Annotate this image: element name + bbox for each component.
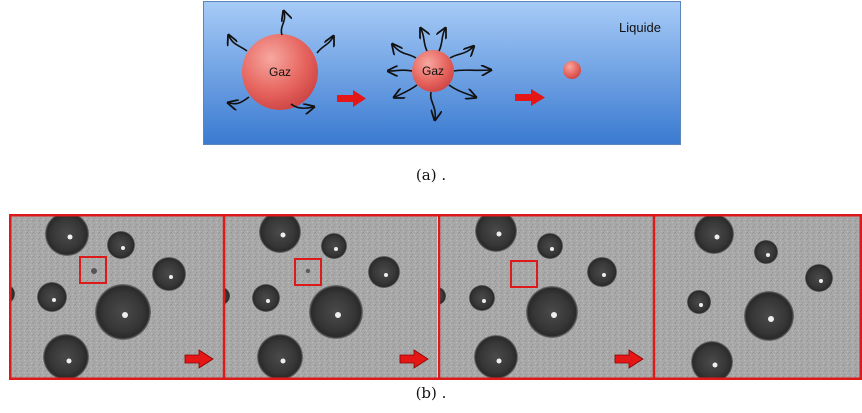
small-gas-bubble [563,61,581,79]
bubble-photo-sequence [9,214,862,380]
droplet [152,257,186,291]
droplet [252,284,280,312]
liquid-label: Liquide [619,20,661,35]
droplet [37,282,67,312]
photo-panel-2 [224,214,437,380]
large-bubble-label: Gaz [269,65,291,79]
droplet [107,231,135,259]
large-bubble-diffusion-arrows [229,12,333,108]
next-frame-arrow [399,349,429,369]
next-frame-arrow [614,349,644,369]
transition-arrow-2 [515,89,545,106]
transition-arrow-1 [337,90,366,107]
droplet [587,257,617,287]
tiny-bubble [91,268,97,274]
droplet [744,291,794,341]
droplet [259,214,301,253]
tracked-bubble-box [294,258,322,286]
photo-panel-1 [9,214,223,380]
large-gas-bubble [242,34,318,110]
droplet [321,233,347,259]
droplet [257,334,303,380]
droplet [526,286,578,338]
droplet [754,240,778,264]
medium-bubble-diffusion-arrows [389,29,490,119]
droplet [475,214,517,252]
medium-gas-bubble [412,50,454,92]
caption-b: (b) . [415,384,447,402]
photo-panel-4 [654,214,862,380]
medium-bubble-label: Gaz [422,64,444,78]
droplet [694,214,734,254]
droplet [368,256,400,288]
droplet [309,285,363,339]
droplet [439,287,446,305]
droplet [687,290,711,314]
droplet [43,334,89,380]
droplet [805,264,833,292]
next-frame-arrow [184,349,214,369]
droplet [45,214,89,256]
panel-frames [9,214,862,380]
caption-a: (a) . [415,166,447,184]
droplet [469,285,495,311]
tiny-bubble [305,268,311,274]
droplet [224,287,230,305]
tracked-bubble-box [510,260,538,288]
tracked-bubble-box [79,256,107,284]
bubble-dissolution-schematic: Liquide Gaz Gaz [203,1,681,145]
droplet [474,335,518,379]
droplet [691,341,733,380]
photo-panel-3 [439,214,653,380]
droplet [95,284,151,340]
droplet [537,233,563,259]
